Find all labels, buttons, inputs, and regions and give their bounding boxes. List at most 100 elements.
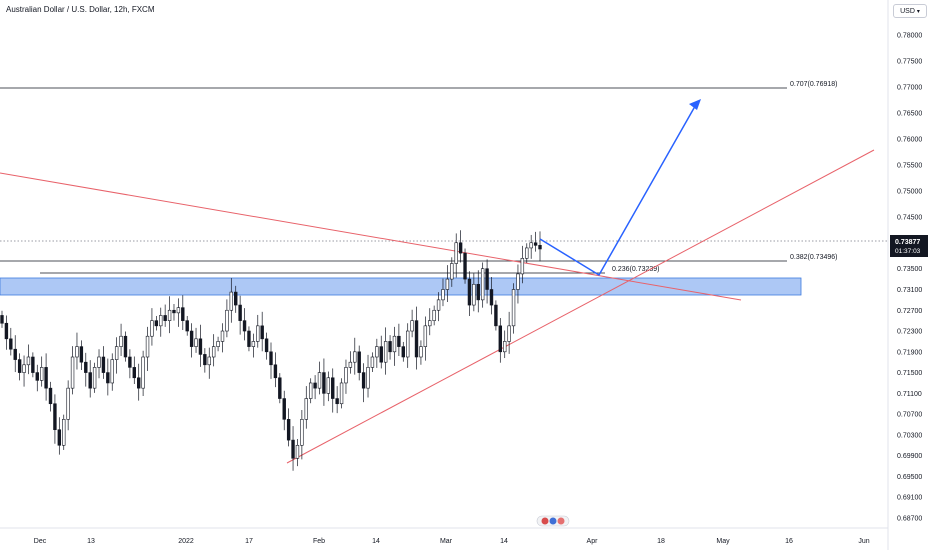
candle-body	[370, 356, 375, 368]
candle-body	[388, 341, 392, 353]
candle-body	[194, 338, 198, 347]
candle-body	[234, 291, 238, 306]
candle-body	[132, 367, 136, 379]
candle-body	[304, 398, 308, 420]
candle-body	[282, 398, 286, 420]
candle-body	[525, 247, 529, 259]
candle-body	[4, 322, 9, 340]
candle-body	[348, 361, 353, 368]
time-axis[interactable]: Dec 13 2022 17 Feb 14 Mar 14 Apr 18 May 16 Jun	[34, 538, 870, 545]
candle-body	[203, 354, 207, 366]
candle-body	[225, 309, 229, 332]
candle-body	[414, 320, 419, 358]
price-tick-label: 0.69900	[897, 453, 922, 460]
candle-body	[472, 283, 476, 306]
candle-body	[159, 315, 163, 327]
candle-body	[53, 403, 57, 431]
candle-body	[22, 364, 26, 373]
candle-body	[198, 338, 203, 355]
candle-body	[480, 268, 485, 301]
price-tick-label: 0.73500	[897, 266, 922, 273]
price-tick-label: 0.78000	[897, 33, 922, 40]
candle-body	[397, 335, 401, 347]
events-flag-icon[interactable]	[536, 515, 570, 527]
candle-body	[167, 309, 172, 321]
price-tick-label: 0.70700	[897, 412, 922, 419]
price-tick-label: 0.69100	[897, 495, 922, 502]
projection-path[interactable]	[539, 100, 699, 277]
candle-body	[476, 283, 480, 301]
time-tick-label: 18	[657, 538, 665, 545]
candle-body	[242, 320, 247, 332]
price-tick-label: 0.75000	[897, 188, 922, 195]
candle-body	[137, 377, 141, 389]
currency-label: USD	[900, 7, 915, 15]
candle-body	[207, 356, 211, 366]
candle-body	[454, 242, 458, 264]
candle-body	[494, 304, 498, 327]
price-tick-label: 0.71500	[897, 370, 922, 377]
time-tick-label: Jun	[858, 538, 869, 545]
candle-body	[106, 372, 110, 384]
fib-label-0382: 0.382(0.73496)	[790, 254, 837, 261]
price-tick-label: 0.70300	[897, 432, 922, 439]
candle-body	[511, 289, 516, 327]
support-zone[interactable]	[0, 277, 802, 296]
price-tick-label: 0.77000	[897, 84, 922, 91]
price-tick-label: 0.71900	[897, 349, 922, 356]
candle-body	[286, 419, 291, 441]
candle-body	[0, 315, 4, 324]
countdown-timer: 01:37:03	[895, 248, 921, 255]
candle-body	[410, 320, 414, 332]
candle-body	[339, 382, 344, 405]
descending-trendline[interactable]	[0, 172, 742, 301]
candle-body	[26, 356, 31, 366]
candles	[0, 230, 542, 471]
candle-body	[308, 382, 313, 399]
candle-body	[101, 356, 106, 373]
price-axis[interactable]: 0.78000 0.77500 0.77000 0.76500 0.76000 0.755…	[897, 33, 922, 523]
candle-body	[238, 304, 242, 321]
fib-label-0707: 0.707(0.76918)	[790, 81, 837, 88]
fib-label-0236: 0.236(0.73239)	[612, 266, 659, 273]
candle-body	[128, 356, 132, 368]
candle-body	[181, 307, 185, 321]
candle-body	[119, 335, 123, 347]
candle-body	[326, 377, 331, 394]
candle-body	[392, 335, 397, 353]
candle-body	[529, 242, 533, 249]
candle-body	[335, 398, 339, 405]
candle-body	[62, 419, 66, 446]
time-tick-label: 14	[372, 538, 380, 545]
ascending-trendline[interactable]	[286, 149, 875, 464]
candle-body	[31, 356, 35, 373]
time-tick-label: Feb	[313, 538, 325, 545]
candle-body	[520, 258, 525, 275]
price-tick-label: 0.76000	[897, 136, 922, 143]
price-tick-label: 0.73100	[897, 287, 922, 294]
currency-selector[interactable]: USD ▾	[893, 4, 927, 18]
current-price-tag	[890, 235, 928, 257]
price-tick-label: 0.74500	[897, 214, 922, 221]
candle-body	[379, 346, 383, 363]
price-tick-label: 0.75500	[897, 162, 922, 169]
candle-body	[467, 278, 472, 306]
price-tick-label: 0.69500	[897, 474, 922, 481]
candle-body	[123, 335, 128, 358]
candle-body	[176, 307, 181, 314]
candle-body	[432, 309, 436, 321]
candle-body	[114, 346, 119, 360]
candle-body	[344, 367, 348, 384]
candle-body	[489, 289, 494, 306]
candle-body	[533, 242, 538, 246]
candle-body	[9, 338, 13, 350]
candle-body	[150, 320, 154, 337]
candle-body	[154, 320, 159, 327]
candle-body	[39, 367, 44, 381]
candle-body	[141, 356, 145, 389]
price-tick-label: 0.77500	[897, 58, 922, 65]
price-tick-label: 0.68700	[897, 516, 922, 523]
time-tick-label: May	[716, 538, 730, 545]
candle-body	[300, 419, 304, 446]
